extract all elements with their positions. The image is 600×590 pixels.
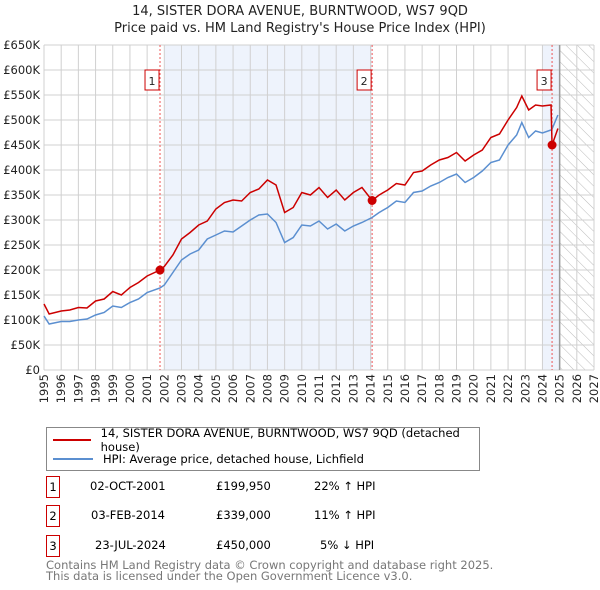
x-tick-label: 1995 bbox=[37, 374, 51, 403]
y-tick-label: £50K bbox=[11, 338, 41, 352]
transaction-hpi: 22% ↑ HPI bbox=[314, 479, 376, 493]
y-tick-label: £600K bbox=[3, 63, 40, 77]
x-tick-label: 2007 bbox=[243, 374, 257, 403]
x-tick-label: 2000 bbox=[123, 374, 137, 403]
x-tick-label: 2011 bbox=[312, 374, 326, 403]
x-tick-label: 2027 bbox=[587, 374, 600, 403]
transaction-date: 23-JUL-2024 bbox=[95, 538, 166, 552]
x-tick-label: 2004 bbox=[192, 374, 206, 403]
y-tick-label: £0 bbox=[25, 363, 40, 377]
legend-item-hpi: HPI: Average price, detached house, Lich… bbox=[53, 451, 364, 467]
footer: Contains HM Land Registry data © Crown c… bbox=[46, 558, 494, 583]
x-tick-label: 2026 bbox=[570, 374, 584, 403]
x-tick-label: 2019 bbox=[450, 374, 464, 403]
x-tick-label: 2025 bbox=[553, 374, 567, 403]
x-tick-label: 2013 bbox=[346, 374, 360, 403]
footer-licence: This data is licensed under the Open Gov… bbox=[46, 569, 413, 583]
legend-item-property: 14, SISTER DORA AVENUE, BURNTWOOD, WS7 9… bbox=[53, 426, 479, 454]
footer-copyright: Contains HM Land Registry data © Crown c… bbox=[46, 558, 494, 572]
y-tick-label: £250K bbox=[3, 238, 40, 252]
y-tick-label: £100K bbox=[3, 313, 40, 327]
x-tick-label: 2010 bbox=[295, 374, 309, 403]
sale-point bbox=[547, 140, 557, 150]
x-tick-label: 2005 bbox=[209, 374, 223, 403]
transaction-price: £199,950 bbox=[216, 479, 271, 493]
transaction-date: 02-OCT-2001 bbox=[90, 479, 166, 493]
x-tick-label: 2001 bbox=[140, 374, 154, 403]
x-tick-label: 2009 bbox=[278, 374, 292, 403]
x-tick-label: 2018 bbox=[432, 374, 446, 403]
transaction-hpi: 5% ↓ HPI bbox=[320, 538, 375, 552]
x-tick-label: 2006 bbox=[226, 374, 240, 403]
x-tick-label: 2017 bbox=[415, 374, 429, 403]
transaction-hpi: 11% ↑ HPI bbox=[314, 508, 376, 522]
x-tick-label: 1999 bbox=[106, 374, 120, 403]
sale-label: 3 bbox=[541, 75, 548, 88]
sale-label: 1 bbox=[149, 75, 156, 88]
y-tick-label: £450K bbox=[3, 138, 40, 152]
x-tick-label: 2022 bbox=[501, 374, 515, 403]
x-tick-label: 2002 bbox=[157, 374, 171, 403]
transaction-date: 03-FEB-2014 bbox=[91, 508, 165, 522]
x-tick-label: 2016 bbox=[398, 374, 412, 403]
property-line bbox=[43, 94, 559, 315]
y-tick-label: £400K bbox=[3, 163, 40, 177]
x-tick-label: 1998 bbox=[89, 374, 103, 403]
legend: 14, SISTER DORA AVENUE, BURNTWOOD, WS7 9… bbox=[46, 426, 480, 471]
transaction-row: 2 03-FEB-2014 £339,000 11% ↑ HPI bbox=[46, 505, 446, 527]
x-tick-label: 2021 bbox=[484, 374, 498, 403]
transaction-badge: 1 bbox=[46, 476, 60, 498]
x-tick-label: 2020 bbox=[467, 374, 481, 403]
legend-label-property: 14, SISTER DORA AVENUE, BURNTWOOD, WS7 9… bbox=[100, 426, 460, 454]
sale-label: 2 bbox=[361, 75, 368, 88]
legend-swatch-property bbox=[53, 439, 91, 441]
transaction-badge: 3 bbox=[46, 535, 60, 557]
chart-subtitle: Price paid vs. HM Land Registry's House … bbox=[114, 21, 486, 36]
x-tick-label: 2015 bbox=[381, 374, 395, 403]
sale-point bbox=[367, 196, 377, 205]
sale-label-box bbox=[144, 69, 160, 91]
legend-swatch-hpi bbox=[53, 458, 93, 460]
y-tick-label: £200K bbox=[3, 263, 40, 277]
x-tick-label: 2012 bbox=[329, 374, 343, 403]
shaded-period bbox=[164, 45, 373, 370]
y-tick-label: £500K bbox=[3, 113, 40, 127]
transaction-badge: 2 bbox=[46, 505, 60, 527]
x-tick-label: 2024 bbox=[535, 374, 549, 403]
y-tick-label: £150K bbox=[3, 288, 40, 302]
x-tick-label: 2023 bbox=[518, 374, 532, 403]
sale-label-box bbox=[356, 69, 372, 91]
y-tick-label: £300K bbox=[3, 213, 40, 227]
shaded-period bbox=[542, 45, 560, 370]
hpi-line bbox=[43, 114, 559, 325]
x-tick-label: 1997 bbox=[71, 374, 85, 403]
legend-label-hpi: HPI: Average price, detached house, Lich… bbox=[103, 452, 364, 466]
y-tick-label: £350K bbox=[3, 188, 40, 202]
price-chart: 1995 1996 1997 1998 1999 2000 2001 2002 2003 2004… bbox=[3, 38, 600, 403]
transaction-row: 1 02-OCT-2001 £199,950 22% ↑ HPI bbox=[46, 476, 446, 498]
y-tick-label: £650K bbox=[3, 38, 40, 52]
transaction-price: £339,000 bbox=[216, 508, 271, 522]
x-tick-label: 1996 bbox=[54, 374, 68, 403]
transaction-row: 3 23-JUL-2024 £450,000 5% ↓ HPI bbox=[46, 535, 446, 557]
sale-label-box bbox=[536, 69, 552, 91]
chart-title: 14, SISTER DORA AVENUE, BURNTWOOD, WS7 9… bbox=[132, 4, 468, 19]
x-tick-label: 2008 bbox=[260, 374, 274, 403]
y-tick-label: £550K bbox=[3, 88, 40, 102]
x-tick-label: 2014 bbox=[364, 374, 378, 403]
transaction-price: £450,000 bbox=[216, 538, 271, 552]
sale-point bbox=[155, 265, 165, 275]
x-tick-label: 2003 bbox=[175, 374, 189, 403]
